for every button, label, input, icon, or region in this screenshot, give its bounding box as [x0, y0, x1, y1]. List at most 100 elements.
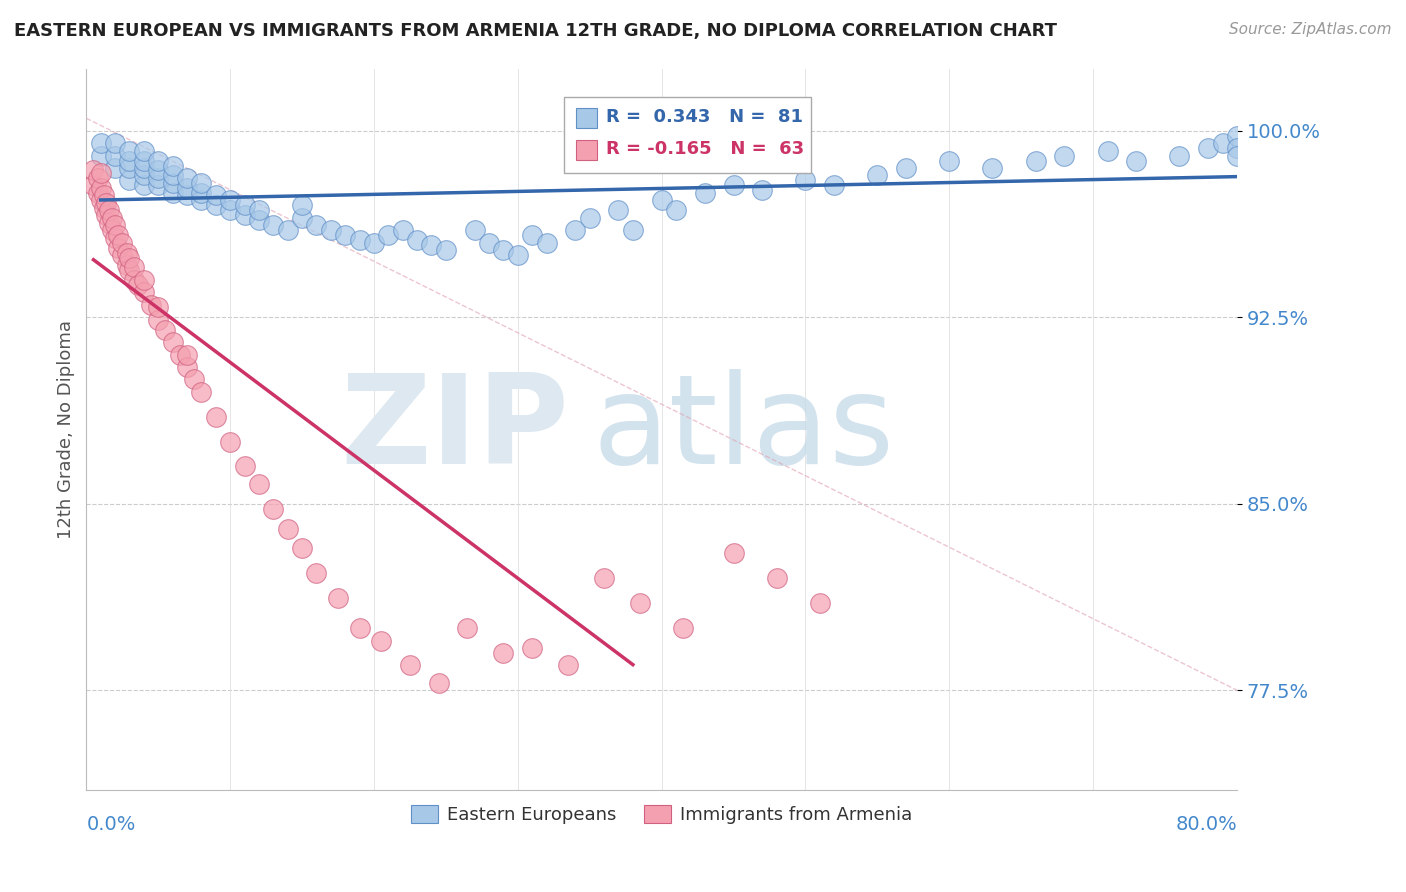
Point — [98, 216, 121, 230]
Bar — [576, 140, 598, 160]
Point — [349, 233, 371, 247]
Point — [148, 300, 170, 314]
Point — [1097, 144, 1119, 158]
Point — [1212, 136, 1234, 150]
Point — [506, 248, 529, 262]
Point — [522, 640, 544, 655]
Point — [162, 334, 184, 349]
Point — [162, 159, 184, 173]
Point — [938, 153, 960, 168]
Point — [98, 203, 121, 218]
Point — [1197, 141, 1219, 155]
Point — [90, 181, 112, 195]
Point — [399, 658, 422, 673]
Point — [607, 203, 630, 218]
Text: R = -0.165   N =  63: R = -0.165 N = 63 — [606, 139, 804, 158]
Point — [118, 153, 141, 168]
Point — [1226, 128, 1249, 143]
Point — [118, 251, 141, 265]
Point — [107, 228, 129, 243]
Point — [723, 178, 745, 193]
Point — [96, 195, 118, 210]
Point — [111, 248, 134, 262]
Point — [866, 169, 889, 183]
Point — [593, 571, 616, 585]
Point — [363, 235, 385, 250]
Point — [894, 161, 917, 175]
Point — [118, 173, 141, 187]
Point — [434, 243, 457, 257]
Point — [427, 675, 450, 690]
Point — [204, 188, 226, 202]
Point — [148, 163, 170, 178]
Point — [492, 243, 515, 257]
Point — [122, 260, 145, 275]
Point — [118, 144, 141, 158]
Point — [176, 181, 198, 195]
Point — [370, 633, 392, 648]
Point — [90, 166, 112, 180]
Point — [277, 223, 299, 237]
Point — [305, 218, 328, 232]
Text: atlas: atlas — [592, 368, 894, 490]
Point — [104, 218, 127, 232]
Point — [1168, 148, 1191, 162]
Point — [148, 312, 170, 326]
Point — [219, 434, 242, 449]
Point — [127, 277, 149, 292]
Point — [107, 241, 129, 255]
Text: 0.0%: 0.0% — [86, 814, 135, 834]
Point — [319, 223, 342, 237]
Point — [1025, 153, 1047, 168]
Point — [219, 203, 242, 218]
Point — [132, 273, 155, 287]
Point — [291, 211, 314, 225]
Point — [183, 372, 205, 386]
Point — [291, 541, 314, 556]
Point — [101, 223, 124, 237]
Point — [190, 176, 212, 190]
Point — [628, 596, 651, 610]
Point — [87, 186, 110, 200]
Point — [672, 621, 695, 635]
Point — [262, 218, 284, 232]
Point — [132, 144, 155, 158]
Point — [132, 178, 155, 193]
Point — [204, 409, 226, 424]
Point — [557, 658, 579, 673]
Point — [148, 178, 170, 193]
Point — [492, 646, 515, 660]
Point — [1226, 148, 1249, 162]
Point — [808, 596, 831, 610]
Point — [277, 522, 299, 536]
Point — [190, 384, 212, 399]
Point — [82, 163, 104, 178]
Point — [104, 161, 127, 175]
Point — [148, 153, 170, 168]
Point — [794, 173, 817, 187]
Point — [1226, 141, 1249, 155]
Point — [693, 186, 716, 200]
Point — [87, 170, 110, 185]
Point — [93, 188, 115, 202]
Point — [162, 186, 184, 200]
Point — [155, 323, 177, 337]
Point — [247, 213, 270, 227]
Point — [190, 194, 212, 208]
Text: EASTERN EUROPEAN VS IMMIGRANTS FROM ARMENIA 12TH GRADE, NO DIPLOMA CORRELATION C: EASTERN EUROPEAN VS IMMIGRANTS FROM ARME… — [14, 22, 1057, 40]
Point — [522, 228, 544, 243]
Point — [132, 285, 155, 300]
Point — [723, 546, 745, 560]
Point — [176, 359, 198, 374]
FancyBboxPatch shape — [564, 97, 811, 173]
Point — [651, 194, 673, 208]
Point — [391, 223, 413, 237]
Point — [90, 148, 112, 162]
Point — [93, 201, 115, 215]
Point — [90, 194, 112, 208]
Point — [247, 476, 270, 491]
Point — [115, 258, 138, 272]
Point — [115, 245, 138, 260]
Point — [751, 183, 773, 197]
Point — [464, 223, 486, 237]
